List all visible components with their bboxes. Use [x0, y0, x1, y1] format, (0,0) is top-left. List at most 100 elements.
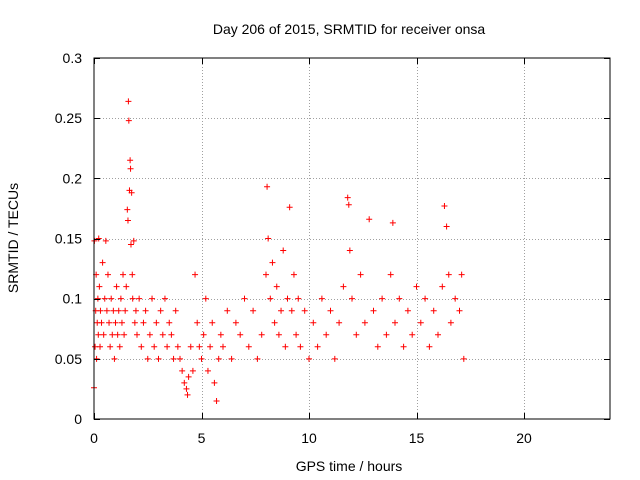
x-axis-ticks: 0 5 10 15 20: [90, 58, 532, 446]
data-point: [314, 343, 321, 350]
data-point: [138, 343, 145, 350]
data-point: [383, 331, 390, 338]
data-point: [241, 295, 248, 302]
data-points: [91, 98, 467, 404]
data-point: [131, 319, 138, 326]
data-point: [345, 201, 352, 208]
data-point: [124, 206, 131, 213]
x-tick-label: 0: [90, 430, 98, 446]
data-point: [318, 295, 325, 302]
data-point: [134, 331, 140, 338]
data-point: [168, 331, 175, 338]
data-point: [282, 343, 289, 350]
data-point: [215, 355, 222, 362]
data-point: [445, 271, 452, 278]
chart-title: Day 206 of 2015, SRMTID for receiver ons…: [213, 21, 486, 37]
data-point: [112, 319, 119, 326]
y-tick-label: 0: [74, 411, 82, 427]
data-point: [93, 355, 100, 362]
data-point: [142, 307, 149, 314]
y-tick-label: 0.15: [55, 231, 82, 247]
data-point: [323, 331, 330, 338]
data-point: [194, 319, 201, 326]
data-point: [132, 307, 139, 314]
data-point: [353, 331, 360, 338]
data-point: [127, 165, 134, 172]
data-point: [95, 235, 102, 242]
data-point: [166, 319, 173, 326]
data-point: [149, 295, 156, 302]
data-point: [172, 307, 179, 314]
y-axis-ticks: 0 0.05 0.1 0.15 0.2 0.25 0.3: [55, 50, 610, 427]
data-point: [250, 307, 257, 314]
data-point: [447, 319, 454, 326]
data-point: [327, 307, 334, 314]
data-point: [125, 98, 132, 105]
data-point: [306, 355, 312, 362]
data-point: [396, 295, 403, 302]
data-point: [224, 307, 231, 314]
data-point: [254, 355, 261, 362]
data-point: [278, 307, 285, 314]
data-point: [117, 295, 124, 302]
data-point: [179, 367, 186, 374]
data-point: [357, 271, 364, 278]
data-point: [207, 343, 214, 350]
data-point: [129, 295, 136, 302]
data-point: [387, 271, 394, 278]
data-point: [361, 319, 368, 326]
data-point: [301, 307, 308, 314]
data-point: [95, 331, 102, 338]
data-point: [263, 271, 269, 278]
data-point: [157, 307, 164, 314]
data-point: [97, 343, 104, 350]
data-point: [144, 355, 151, 362]
data-point: [184, 391, 191, 398]
plot-frame: [93, 57, 611, 420]
data-point: [344, 194, 351, 201]
data-point: [293, 331, 300, 338]
data-point: [269, 259, 276, 266]
data-point: [409, 331, 416, 338]
data-point: [97, 307, 104, 314]
data-point: [192, 271, 199, 278]
data-point: [267, 295, 274, 302]
data-point: [146, 331, 153, 338]
data-point: [198, 355, 205, 362]
data-point: [456, 307, 463, 314]
data-point: [122, 307, 129, 314]
data-point: [164, 343, 171, 350]
data-point: [94, 295, 101, 302]
data-point: [174, 343, 181, 350]
data-point: [116, 343, 123, 350]
data-point: [196, 343, 203, 350]
data-point: [128, 189, 135, 196]
data-point: [265, 235, 272, 242]
x-tick-label: 20: [516, 430, 532, 446]
y-tick-label: 0.2: [63, 170, 83, 186]
data-point: [389, 219, 396, 226]
data-point: [273, 283, 280, 290]
data-point: [331, 355, 338, 362]
data-point: [336, 319, 343, 326]
y-tick-label: 0.3: [63, 50, 83, 66]
data-point: [286, 204, 293, 211]
data-point: [136, 295, 143, 302]
data-point: [370, 307, 377, 314]
x-tick-label: 5: [198, 430, 206, 446]
data-point: [237, 331, 244, 338]
data-point: [458, 271, 465, 278]
data-point: [204, 367, 211, 374]
data-point: [413, 283, 420, 290]
data-point: [435, 331, 441, 338]
data-point: [161, 295, 168, 302]
data-point: [124, 217, 131, 224]
data-point: [109, 331, 116, 338]
data-point: [185, 373, 192, 380]
data-point: [170, 355, 177, 362]
data-point: [98, 319, 105, 326]
data-point: [288, 307, 295, 314]
data-point: [189, 367, 196, 374]
data-point: [107, 343, 114, 350]
